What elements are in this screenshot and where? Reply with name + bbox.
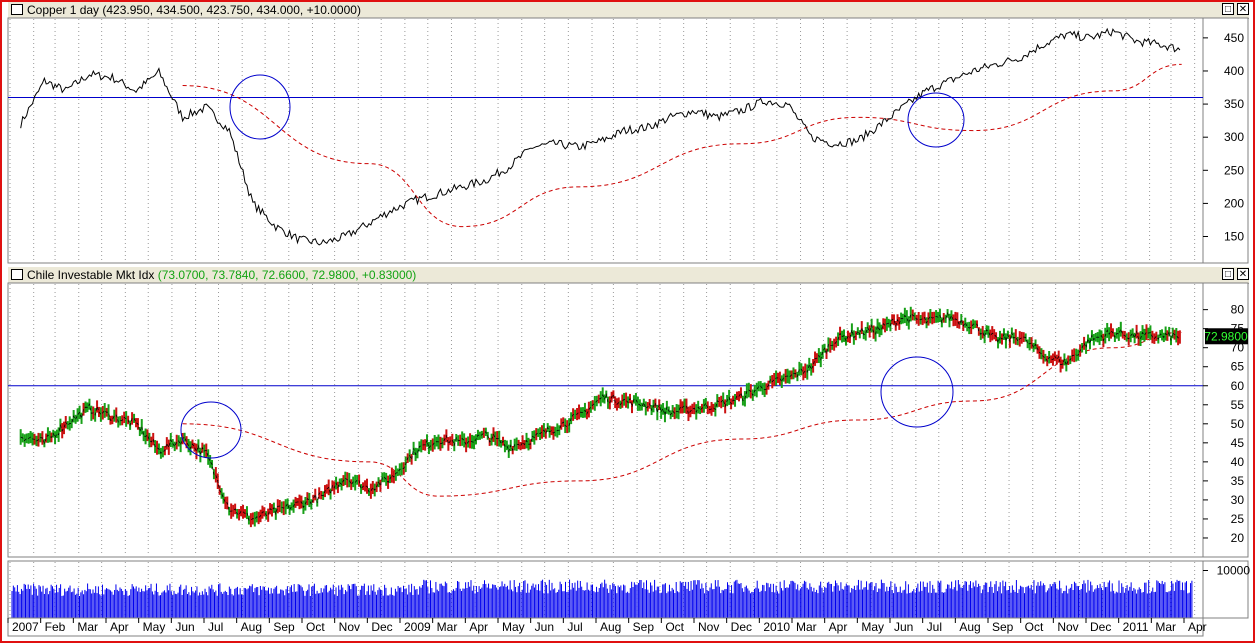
x-tick-label: Mar <box>1155 620 1176 634</box>
annotation-circle <box>229 74 291 140</box>
x-tick-label: Nov <box>1057 620 1078 634</box>
y-tick-label: 80 <box>1231 303 1245 317</box>
x-tick-label: Oct <box>306 620 325 634</box>
volume-axis-area <box>1202 560 1249 619</box>
x-tick-label: Aug <box>600 620 621 634</box>
y-tick-label: 400 <box>1224 64 1244 78</box>
x-tick-label: Mar <box>796 620 817 634</box>
x-tick-label: Dec <box>371 620 392 634</box>
x-tick-label: 2011 <box>1123 620 1149 634</box>
plot-area <box>7 17 1204 264</box>
x-tick-label: 2010 <box>763 620 790 634</box>
x-tick-label: May <box>502 620 525 634</box>
x-tick-label: Jun <box>535 620 554 634</box>
x-tick-label: Sep <box>992 620 1014 634</box>
x-tick-label: Mar <box>437 620 458 634</box>
y-tick-label: 55 <box>1231 398 1245 412</box>
x-tick-label: Mar <box>77 620 98 634</box>
x-tick-label: Jul <box>208 620 223 634</box>
chile-restore-button[interactable]: □ <box>1222 268 1234 280</box>
last-value-badge <box>1205 328 1248 345</box>
x-tick-label: May <box>861 620 884 634</box>
x-tick-label: Apr <box>469 620 488 634</box>
y-tick-label: 300 <box>1224 130 1244 144</box>
x-tick-label: Oct <box>1025 620 1044 634</box>
copper-close-button[interactable]: ✕ <box>1237 3 1249 15</box>
moving-average-line <box>182 63 1182 228</box>
chile-pane-title-bar: Chile Investable Mkt Idx (73.0700, 73.78… <box>8 267 1249 284</box>
copper-price-line <box>20 27 1181 246</box>
copper-restore-button[interactable]: □ <box>1222 3 1234 15</box>
x-tick-label: Oct <box>665 620 684 634</box>
y-tick-label: 60 <box>1231 379 1245 393</box>
x-tick-label: Dec <box>1090 620 1111 634</box>
x-tick-label: Aug <box>959 620 980 634</box>
pane-menu-icon[interactable] <box>11 4 23 15</box>
y-tick-label: 25 <box>1231 512 1245 526</box>
y-tick-label: 20 <box>1231 531 1245 545</box>
x-tick-label: Feb <box>45 620 66 634</box>
x-tick-label: Dec <box>731 620 752 634</box>
y-tick-label: 50 <box>1231 417 1245 431</box>
plot-area <box>7 282 1204 558</box>
y-tick-label: 250 <box>1224 163 1244 177</box>
annotation-circle <box>907 92 965 148</box>
y-tick-label: 450 <box>1224 31 1244 45</box>
x-tick-label: Jun <box>175 620 194 634</box>
x-tick-label: Jul <box>927 620 942 634</box>
x-tick-label: May <box>143 620 166 634</box>
x-tick-label: 2007 <box>12 620 39 634</box>
y-tick-label: 350 <box>1224 97 1244 111</box>
x-tick-label: Sep <box>273 620 295 634</box>
x-tick-label: Apr <box>110 620 129 634</box>
x-tick-label: 2009 <box>404 620 431 634</box>
y-tick-label: 40 <box>1231 455 1245 469</box>
copper-pane-title: Copper 1 day <box>27 3 100 17</box>
moving-average-line <box>182 331 1182 497</box>
last-value-label: 72.9800 <box>1204 329 1248 343</box>
chile-close-button[interactable]: ✕ <box>1237 268 1249 280</box>
copper-ohlc-readout: (423.950, 434.500, 423.750, 434.000, +10… <box>102 3 361 17</box>
volume-tick-label: 10000 <box>1217 564 1251 578</box>
annotation-circle <box>880 356 954 428</box>
x-tick-label: Apr <box>829 620 848 634</box>
y-tick-label: 200 <box>1224 196 1244 210</box>
y-tick-label: 65 <box>1231 360 1245 374</box>
price-axis-area <box>1202 17 1249 264</box>
x-tick-label: Jul <box>567 620 582 634</box>
pane-menu-icon[interactable] <box>11 269 23 280</box>
x-tick-label: Nov <box>698 620 719 634</box>
x-tick-label: Aug <box>241 620 262 634</box>
x-tick-label: Nov <box>339 620 360 634</box>
x-tick-label: Jun <box>894 620 913 634</box>
chile-price-line <box>20 311 1181 521</box>
x-axis-area <box>7 617 1204 637</box>
chile-ohlc-readout: (73.0700, 73.7840, 72.6600, 72.9800, +0.… <box>157 268 417 282</box>
y-tick-label: 30 <box>1231 493 1245 507</box>
y-tick-label: 45 <box>1231 436 1245 450</box>
annotation-circle <box>180 401 242 459</box>
y-tick-label: 150 <box>1224 230 1244 244</box>
y-tick-label: 35 <box>1231 474 1245 488</box>
chile-pane-title: Chile Investable Mkt Idx <box>27 268 155 282</box>
x-tick-label: Sep <box>633 620 655 634</box>
x-tick-label: Apr <box>1188 620 1207 634</box>
